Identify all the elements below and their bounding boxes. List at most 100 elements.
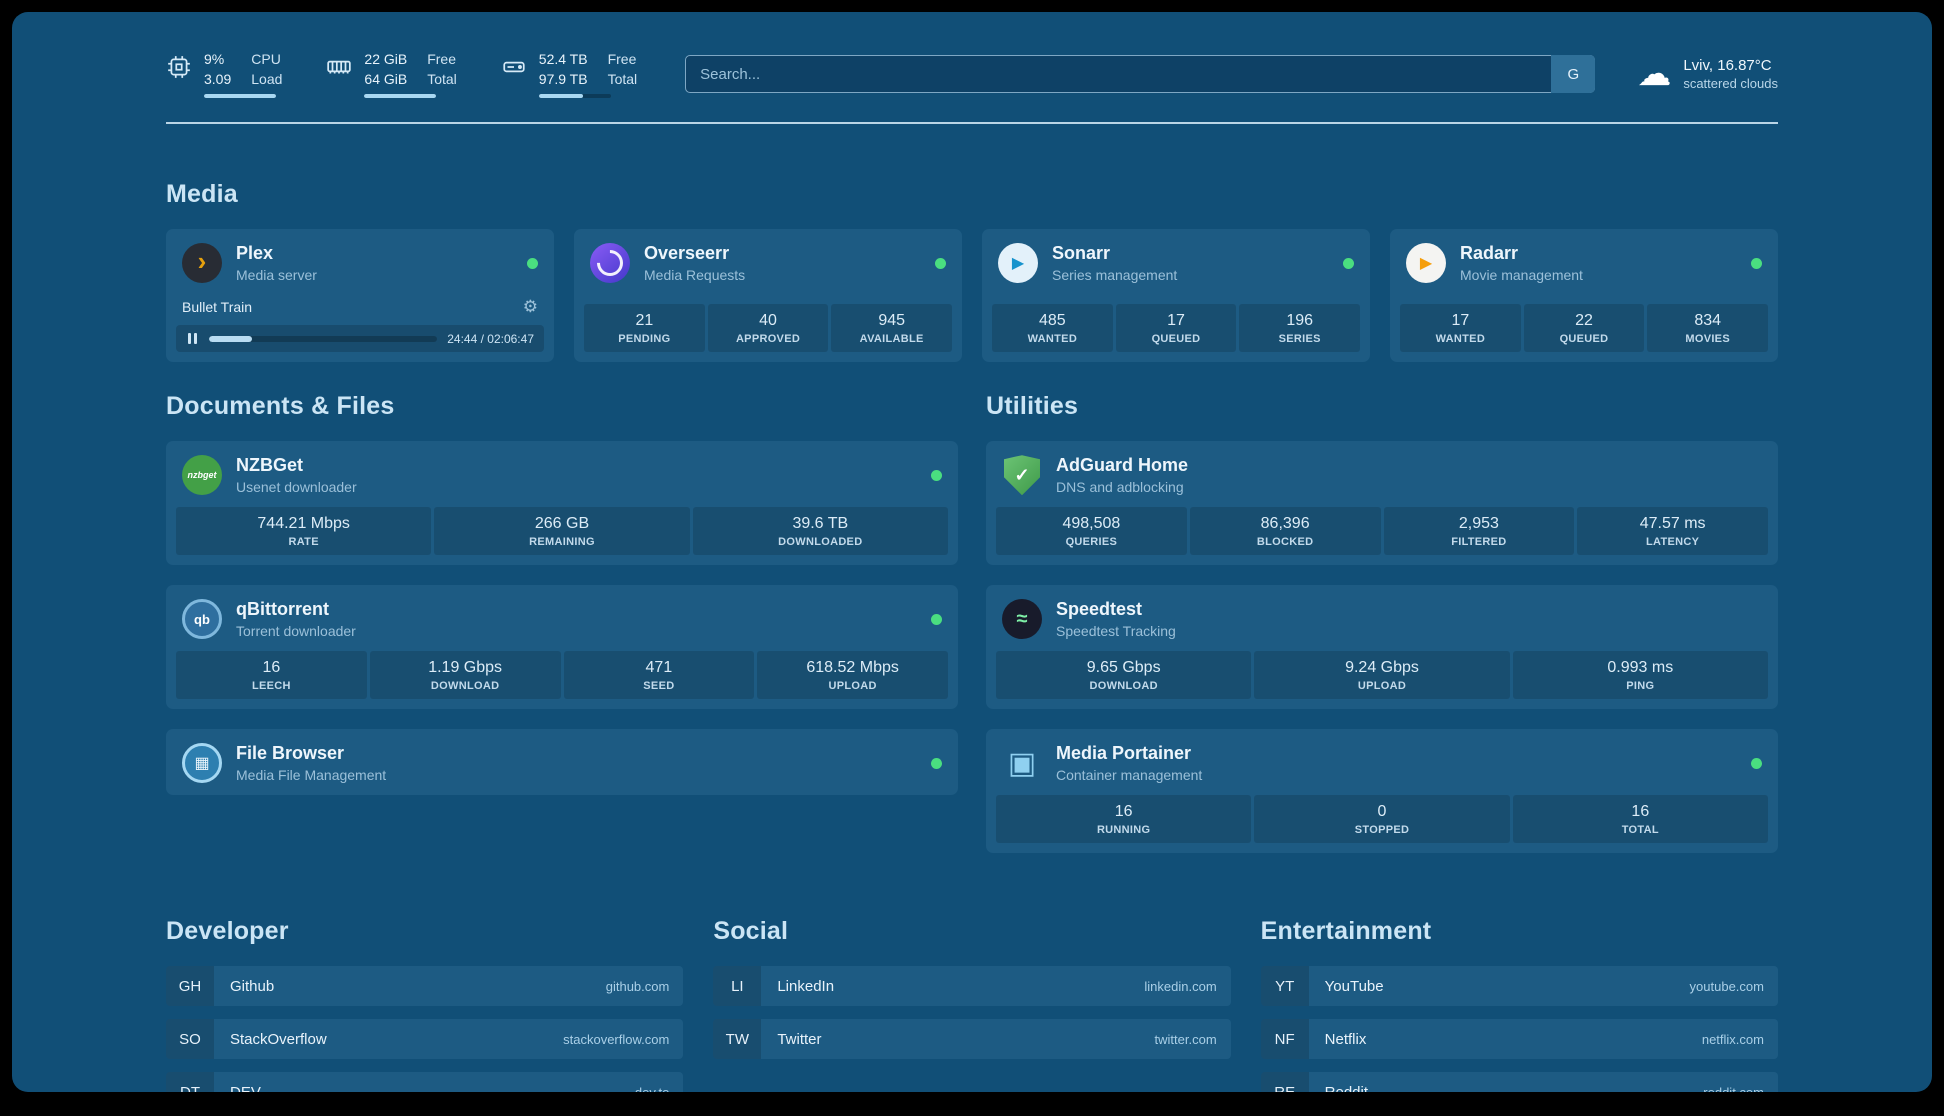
status-dot	[931, 757, 942, 769]
section-utilities: Utilities ✓ AdGuard Home DNS and adblock…	[986, 392, 1778, 854]
bookmark-linkedin[interactable]: LI LinkedIn linkedin.com	[713, 966, 1231, 1007]
stat-tile: 471 SEED	[563, 651, 755, 700]
memory-free-value: 22 GiB	[364, 51, 408, 67]
disk-total-value: 97.9 TB	[538, 70, 588, 87]
status-dot	[1751, 257, 1762, 269]
cpu-usage-bar	[204, 94, 276, 99]
service-name: File Browser	[236, 743, 345, 764]
playback-progress-bar[interactable]	[209, 335, 438, 342]
cpu-label: CPU	[251, 51, 281, 67]
bookmark-domain: twitter.com	[1154, 1031, 1217, 1047]
status-dot	[1343, 257, 1354, 269]
bookmark-netflix[interactable]: NF Netflix netflix.com	[1260, 1019, 1778, 1060]
stat-tile: 17 QUEUED	[1115, 304, 1237, 353]
stat-tile: 0.993 ms PING	[1512, 651, 1768, 700]
bookmark-domain: netflix.com	[1701, 1031, 1764, 1047]
search-input[interactable]	[685, 55, 1596, 94]
bookmark-domain: linkedin.com	[1144, 978, 1217, 994]
service-card-overseerr[interactable]: Overseerr Media Requests 21 PENDING 40 APP…	[574, 229, 962, 363]
bookmark-dev[interactable]: DT DEV dev.to	[166, 1072, 684, 1092]
stat-tile: 196 SERIES	[1239, 304, 1361, 353]
stat-tile: 0 STOPPED	[1254, 795, 1510, 844]
cpu-usage-value: 9%	[204, 51, 225, 67]
bookmark-domain: github.com	[605, 978, 670, 994]
gear-icon[interactable]: ⚙	[522, 297, 538, 317]
stat-tile: 22 QUEUED	[1523, 304, 1645, 353]
service-card-speedtest[interactable]: ≈ Speedtest Speedtest Tracking 9.65 Gbps…	[986, 585, 1778, 710]
service-card-nzbget[interactable]: nzbget NZBGet Usenet downloader 744.21 M…	[166, 441, 958, 566]
filebrowser-icon: ▦	[182, 743, 222, 784]
service-card-sonarr[interactable]: ▶ Sonarr Series management 485 WANTED 17 Q…	[982, 229, 1370, 363]
stat-tile: 9.65 Gbps DOWNLOAD	[996, 651, 1252, 700]
stats-row: 21 PENDING 40 APPROVED 945 AVAILABLE	[574, 304, 962, 362]
radarr-icon: ▶	[1406, 243, 1446, 284]
bookmark-abbr: YT	[1260, 966, 1309, 1007]
disk-free-label: Free	[607, 51, 637, 67]
service-description: Media File Management	[236, 767, 387, 784]
cpu-widget: 9% 3.09 CPU Load	[166, 50, 282, 99]
service-name: Overseerr	[644, 243, 730, 264]
bookmark-abbr: NF	[1260, 1019, 1309, 1060]
service-name: Radarr	[1460, 243, 1519, 264]
bookmark-name: DEV	[214, 1084, 277, 1092]
stat-tile: 9.24 Gbps UPLOAD	[1254, 651, 1510, 700]
bookmark-domain: reddit.com	[1703, 1085, 1778, 1092]
disk-free-value: 52.4 TB	[538, 51, 588, 67]
section-documents: Documents & Files nzbget NZBGet Usenet d…	[166, 392, 958, 853]
stats-row: 16 LEECH 1.19 Gbps DOWNLOAD 471 SEED 618.52…	[166, 651, 958, 709]
bookmark-group-entertainment: Entertainment YT YouTube youtube.com NF …	[1260, 917, 1778, 1092]
system-widgets: 9% 3.09 CPU Load	[166, 50, 638, 99]
stats-row: 17 WANTED 22 QUEUED 834 MOVIES	[1390, 304, 1778, 362]
service-name: Sonarr	[1052, 243, 1111, 264]
bookmark-name: YouTube	[1324, 977, 1384, 995]
bookmark-github[interactable]: GH Github github.com	[166, 966, 684, 1007]
status-dot	[931, 469, 942, 481]
service-description: Usenet downloader	[236, 479, 357, 496]
search-provider-button[interactable]: G	[1551, 55, 1596, 94]
service-card-filebrowser[interactable]: ▦ File Browser Media File Management	[166, 729, 958, 796]
pause-icon[interactable]	[186, 331, 199, 346]
memory-usage-bar	[364, 94, 437, 99]
service-name: NZBGet	[236, 455, 303, 476]
bookmark-name: LinkedIn	[777, 977, 835, 995]
media-card-grid: › Plex Media server Bullet Train ⚙ 24:44…	[166, 229, 1778, 363]
status-dot	[1751, 757, 1762, 769]
bookmark-twitter[interactable]: TW Twitter twitter.com	[713, 1019, 1231, 1060]
service-name: Speedtest	[1056, 599, 1143, 620]
bookmark-reddit[interactable]: RE Reddit reddit.com	[1260, 1072, 1778, 1092]
bookmark-name: Github	[230, 977, 275, 995]
stat-tile: 744.21 Mbps RATE	[176, 507, 432, 556]
weather-widget: ☁ Lviv, 16.87°C scattered clouds	[1637, 57, 1778, 91]
playback-time: 24:44 / 02:06:47	[447, 331, 534, 346]
service-card-portainer[interactable]: ▣ Media Portainer Container management 1…	[986, 729, 1778, 854]
now-playing-title: Bullet Train	[182, 299, 253, 316]
stat-tile: 16 RUNNING	[996, 795, 1252, 844]
stat-tile: 47.57 ms LATENCY	[1577, 507, 1768, 556]
service-card-plex[interactable]: › Plex Media server Bullet Train ⚙ 24:44…	[166, 229, 554, 363]
stat-tile: 498,508 QUERIES	[996, 507, 1187, 556]
service-description: Media server	[236, 267, 317, 284]
stats-row: 744.21 Mbps RATE 266 GB REMAINING 39.6 TB D…	[166, 507, 958, 565]
cpu-icon	[166, 54, 192, 80]
stat-tile: 834 MOVIES	[1647, 304, 1769, 353]
bookmark-group-developer: Developer GH Github github.com SO StackO…	[166, 917, 684, 1092]
stats-row: 498,508 QUERIES 86,396 BLOCKED 2,953 FILTER…	[986, 507, 1778, 565]
stat-tile: 2,953 FILTERED	[1383, 507, 1575, 556]
service-card-adguard[interactable]: ✓ AdGuard Home DNS and adblocking 498,50…	[986, 441, 1778, 566]
status-dot	[935, 257, 946, 269]
stat-tile: 39.6 TB DOWNLOADED	[692, 507, 948, 556]
bookmark-name: StackOverflow	[230, 1030, 327, 1048]
service-card-radarr[interactable]: ▶ Radarr Movie management 17 WANTED 22 QUE…	[1390, 229, 1778, 363]
bookmark-name: Reddit	[1309, 1084, 1384, 1092]
bookmark-youtube[interactable]: YT YouTube youtube.com	[1260, 966, 1778, 1007]
service-card-qbittorrent[interactable]: qb qBittorrent Torrent downloader 16 LEEC…	[166, 585, 958, 710]
stat-tile: 485 WANTED	[992, 304, 1113, 353]
bookmark-stackoverflow[interactable]: SO StackOverflow stackoverflow.com	[166, 1019, 684, 1060]
bookmark-abbr: SO	[166, 1019, 214, 1060]
stats-row: 485 WANTED 17 QUEUED 196 SERIES	[982, 304, 1370, 362]
stat-tile: 1.19 Gbps DOWNLOAD	[369, 651, 561, 700]
bookmark-group-social: Social LI LinkedIn linkedin.com TW Twitt…	[713, 917, 1231, 1092]
disk-total-label: Total	[607, 70, 638, 87]
stat-tile: 21 PENDING	[584, 304, 705, 353]
section-title-utilities: Utilities	[986, 392, 1079, 421]
